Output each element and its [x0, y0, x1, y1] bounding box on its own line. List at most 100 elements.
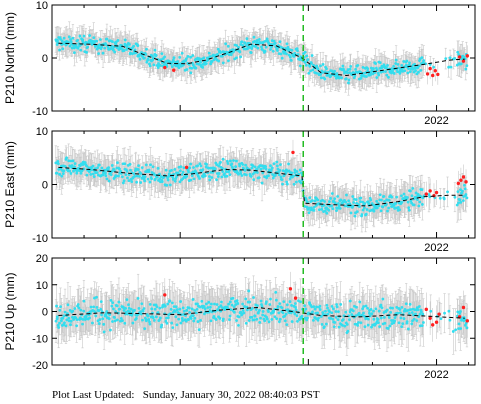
data-point — [172, 56, 176, 60]
data-point — [279, 52, 283, 56]
data-point — [215, 178, 218, 182]
data-point — [92, 175, 96, 178]
data-point — [310, 54, 314, 57]
data-point — [235, 44, 239, 47]
data-point — [354, 67, 358, 71]
data-point — [323, 70, 327, 74]
data-point — [69, 159, 73, 163]
data-point — [385, 73, 389, 77]
data-point — [71, 159, 75, 163]
data-point — [89, 172, 93, 176]
data-point — [95, 39, 99, 43]
data-point — [288, 55, 292, 59]
data-point — [384, 70, 387, 73]
data-point — [114, 42, 118, 46]
data-point — [447, 65, 451, 69]
data-point — [219, 51, 222, 54]
data-point — [155, 175, 159, 179]
data-point — [160, 180, 164, 183]
data-point — [148, 180, 152, 184]
recent-point — [425, 72, 430, 76]
data-point — [244, 173, 248, 177]
data-point — [98, 169, 102, 173]
data-point — [127, 179, 131, 182]
data-point — [163, 55, 167, 59]
data-point — [201, 65, 205, 69]
data-point — [174, 177, 178, 180]
data-point — [420, 56, 424, 59]
data-point — [56, 38, 59, 42]
data-point — [214, 56, 218, 60]
data-point — [369, 73, 372, 77]
data-point — [125, 169, 129, 173]
data-point — [364, 71, 367, 75]
data-point — [71, 36, 75, 40]
data-point — [289, 59, 293, 62]
data-point — [403, 69, 407, 73]
data-point — [244, 163, 247, 167]
data-point — [432, 65, 436, 69]
data-point — [344, 77, 348, 80]
data-point — [139, 181, 143, 184]
data-point — [232, 159, 235, 162]
data-point — [127, 173, 131, 177]
data-point — [153, 48, 157, 52]
data-point — [113, 50, 117, 54]
plot-area — [54, 21, 470, 96]
data-point — [189, 71, 193, 75]
data-point — [67, 159, 71, 163]
data-point — [96, 166, 99, 169]
data-point — [83, 161, 87, 164]
data-point — [153, 177, 157, 181]
data-point — [98, 38, 102, 41]
data-point — [128, 42, 131, 46]
data-point — [456, 50, 460, 54]
data-point — [276, 49, 279, 52]
data-point — [73, 162, 77, 165]
data-point — [321, 63, 325, 66]
data-point — [239, 55, 243, 59]
data-point — [217, 172, 221, 175]
data-point — [129, 168, 132, 172]
data-point — [85, 164, 89, 168]
data-point — [219, 160, 222, 164]
data-point — [341, 64, 345, 68]
data-point — [61, 172, 65, 175]
data-point — [224, 42, 228, 46]
data-point — [80, 169, 84, 173]
data-point — [85, 50, 88, 54]
data-point — [226, 51, 229, 54]
data-point — [216, 52, 219, 56]
data-point — [104, 43, 108, 46]
data-point — [323, 77, 327, 81]
data-point — [75, 171, 79, 175]
data-point — [123, 38, 127, 42]
data-point — [182, 63, 185, 67]
data-point — [199, 164, 203, 168]
data-point — [319, 76, 323, 80]
data-point — [304, 63, 308, 67]
data-point — [132, 172, 136, 176]
data-point — [69, 172, 73, 175]
data-point — [54, 161, 58, 165]
data-point — [257, 38, 261, 41]
data-point — [359, 76, 363, 80]
data-point — [374, 62, 377, 65]
data-point — [125, 48, 128, 51]
data-point — [392, 64, 396, 68]
data-point — [234, 165, 238, 169]
data-point — [315, 64, 319, 68]
data-point — [179, 165, 183, 169]
y-axis-label: P210 North (mm) — [3, 12, 17, 104]
data-point — [143, 56, 146, 60]
data-point — [238, 164, 242, 168]
data-point — [70, 42, 73, 46]
data-point — [465, 64, 469, 68]
data-point — [243, 169, 247, 172]
data-point — [280, 56, 284, 60]
data-point — [272, 39, 276, 43]
data-point — [176, 60, 180, 63]
data-point — [298, 64, 302, 68]
data-point — [208, 55, 212, 58]
